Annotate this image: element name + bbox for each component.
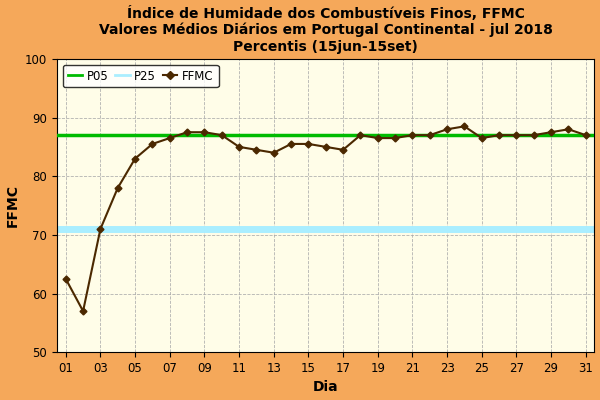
X-axis label: Dia: Dia bbox=[313, 380, 338, 394]
Y-axis label: FFMC: FFMC bbox=[5, 184, 20, 227]
Legend: P05, P25, FFMC: P05, P25, FFMC bbox=[63, 65, 218, 87]
Title: Índice de Humidade dos Combustíveis Finos, FFMC
Valores Médios Diários em Portug: Índice de Humidade dos Combustíveis Fino… bbox=[99, 6, 553, 54]
